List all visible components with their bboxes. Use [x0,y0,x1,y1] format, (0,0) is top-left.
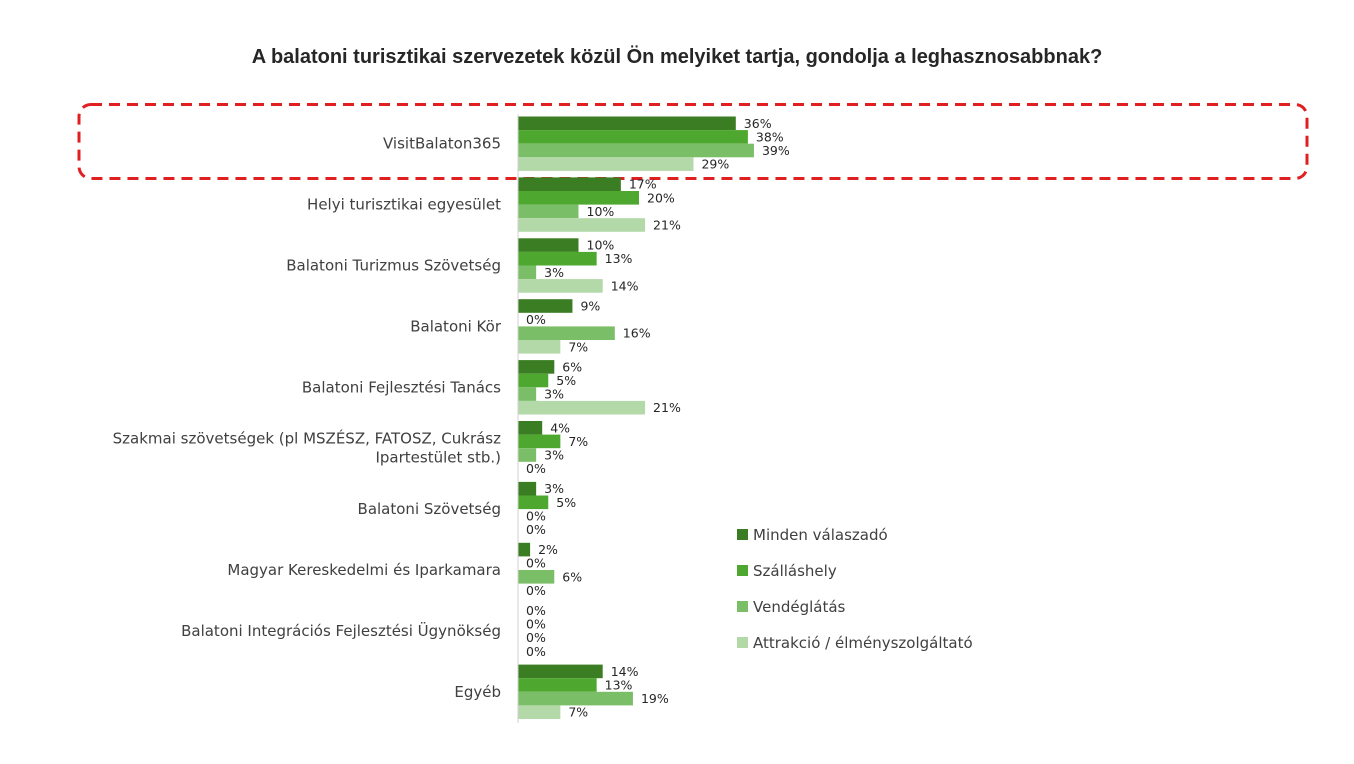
bar [518,387,537,401]
legend-swatch [737,601,748,612]
bar [518,495,549,510]
data-label: 0% [526,630,546,645]
bar [518,664,603,679]
data-label: 0% [526,508,546,523]
category-label: Balatoni Kör [410,317,502,335]
bar [518,705,561,719]
bar [518,481,537,496]
data-label: 7% [568,705,588,720]
category-label: Szakmai szövetségek (pl MSZÉSZ, FATOSZ, … [113,429,501,448]
bar [518,691,633,706]
data-label: 10% [587,238,615,253]
bar [518,373,549,388]
data-label: 2% [538,542,558,557]
bar [518,360,555,374]
category-label: VisitBalaton365 [383,135,501,153]
data-label: 5% [556,373,576,388]
legend-label: Vendéglátás [753,598,846,616]
data-label: 0% [526,603,546,618]
bar [518,400,646,415]
bar [518,570,555,584]
legend-swatch [737,529,748,540]
data-label: 17% [629,177,657,192]
chart-title: A balatoni turisztikai szervezetek közül… [251,46,1103,68]
data-label: 21% [653,400,681,415]
data-label: 21% [653,218,681,233]
bar [518,265,537,280]
bar [518,238,579,252]
legend-label: Minden válaszadó [753,526,888,544]
bar [518,218,646,232]
legend-label: Szálláshely [753,562,837,580]
data-label: 3% [544,387,564,402]
data-label: 0% [526,556,546,571]
category-label: Balatoni Szövetség [358,500,501,518]
bar [518,143,754,158]
category-label: Balatoni Integrációs Fejlesztési Ügynöks… [181,621,501,640]
bar [518,542,531,557]
data-label: 7% [568,339,588,354]
data-label: 0% [526,617,546,632]
data-label: 4% [550,420,570,435]
data-label: 0% [526,583,546,598]
bar [518,279,603,293]
legend-label: Attrakció / élményszolgáltató [753,634,973,652]
bar [518,191,639,205]
data-label: 6% [562,359,582,374]
bar [518,299,573,313]
data-label: 38% [756,129,784,144]
data-label: 6% [562,569,582,584]
data-label: 36% [744,116,772,131]
data-label: 5% [556,495,576,510]
category-label: Balatoni Fejlesztési Tanács [302,378,501,396]
bar [518,678,597,692]
bar [518,157,694,171]
bar [518,177,621,191]
data-label: 39% [762,143,790,158]
data-label: 7% [568,434,588,449]
bar [518,251,597,266]
data-label: 13% [605,251,633,266]
data-label: 3% [544,265,564,280]
legend-swatch [737,565,748,576]
data-label: 29% [701,157,729,172]
data-label: 16% [623,326,651,341]
data-label: 13% [605,678,633,693]
bar [518,448,537,462]
data-label: 19% [641,691,669,706]
bar [518,340,561,354]
data-label: 3% [544,448,564,463]
category-label: Balatoni Turizmus Szövetség [286,257,501,275]
bar [518,204,579,219]
data-label: 0% [526,644,546,659]
data-label: 0% [526,461,546,476]
category-label: Magyar Kereskedelmi és Iparkamara [227,561,501,579]
data-label: 3% [544,481,564,496]
data-label: 14% [611,664,639,679]
data-label: 9% [580,299,600,314]
bar [518,130,748,144]
data-label: 10% [587,204,615,219]
legend-swatch [737,637,748,648]
data-label: 0% [526,522,546,537]
highlight-box [77,103,1309,180]
category-label: Helyi turisztikai egyesület [307,196,501,214]
data-label: 20% [647,190,675,205]
data-label: 0% [526,312,546,327]
bar [518,326,615,340]
bar [518,421,543,435]
data-label: 14% [611,278,639,293]
category-label: Ipartestület stb.) [375,449,501,467]
category-label: Egyéb [454,683,501,701]
bar [518,434,561,449]
bar [518,116,736,131]
